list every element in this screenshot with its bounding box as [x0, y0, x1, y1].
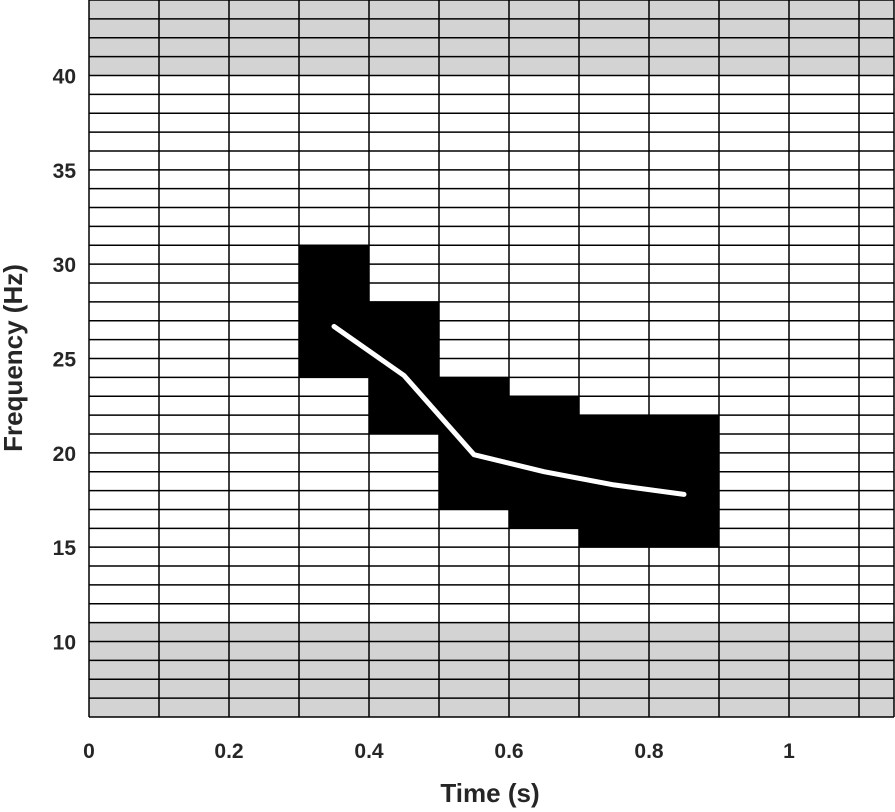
highlighted-cell: [369, 301, 439, 434]
highlighted-cell: [509, 396, 579, 529]
x-axis-label: Time (s): [440, 778, 539, 808]
x-tick-label: 0.8: [634, 740, 664, 763]
x-tick-label: 0.4: [354, 740, 384, 763]
series-line: [331, 323, 687, 497]
x-tick-label: 0.2: [214, 740, 243, 763]
series-line-path: [331, 323, 687, 497]
y-tick-label: 15: [53, 537, 77, 560]
excluded-band: [89, 622, 894, 717]
y-tick-labels: 10 15 20 25 30 35 40: [53, 65, 77, 654]
y-tick-label: 25: [53, 349, 77, 372]
grid-lines: [88, 0, 895, 718]
highlighted-cell: [299, 245, 369, 378]
x-tick-label: 1: [783, 740, 795, 763]
x-tick-label: 0.6: [494, 740, 523, 763]
x-tick-labels: 0 0.2 0.4 0.6 0.8 1: [83, 740, 795, 763]
y-tick-label: 10: [53, 632, 76, 655]
y-tick-label: 20: [53, 443, 76, 466]
y-axis-label: Frequency (Hz): [0, 264, 28, 452]
highlighted-cell: [439, 377, 509, 510]
x-tick-label: 0: [83, 740, 95, 763]
y-tick-label: 35: [53, 160, 77, 183]
y-tick-label: 30: [53, 254, 76, 277]
y-tick-label: 40: [53, 65, 76, 88]
